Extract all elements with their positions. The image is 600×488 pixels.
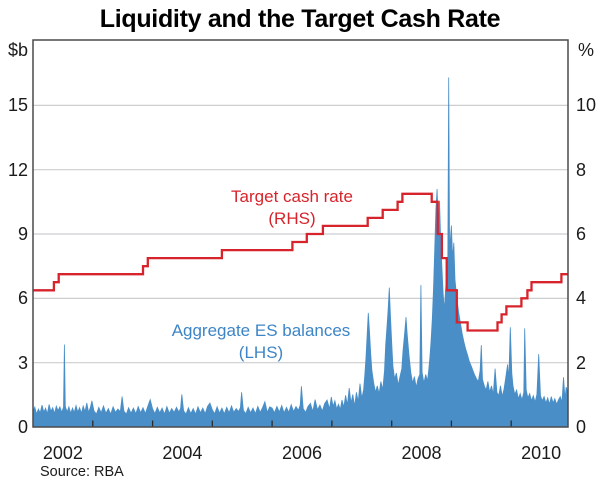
series-label-es-balances-line2: (LHS): [238, 343, 284, 362]
series-label-target-cash-rate-line2: (RHS): [268, 209, 316, 228]
cash-rate-line: [33, 192, 568, 332]
series-label-es-balances-line1: Aggregate ES balances: [171, 321, 351, 340]
x-axis-year-label: 2008: [401, 443, 442, 463]
series-label-target-cash-rate-line1: Target cash rate: [231, 187, 353, 206]
series-label-es-balances: Aggregate ES balances (LHS): [172, 320, 351, 364]
x-axis-year-label: 2010: [521, 443, 562, 463]
right-axis-tick-label: 10: [576, 95, 597, 115]
right-axis-tick-label: 6: [576, 224, 587, 244]
right-axis-unit: %: [578, 40, 595, 60]
plot-border: [32, 39, 569, 428]
left-axis-tick-label: 0: [17, 417, 28, 437]
series-label-target-cash-rate: Target cash rate (RHS): [231, 186, 353, 230]
right-axis-tick-label: 4: [576, 288, 587, 308]
right-axis-tick-label: 8: [576, 160, 587, 180]
x-axis-year-label: 2004: [162, 443, 203, 463]
x-axis-year-label: 2002: [42, 443, 83, 463]
left-axis-tick-label: 15: [7, 95, 28, 115]
x-axis-year-label: 2006: [281, 443, 323, 463]
left-axis-tick-label: 9: [17, 224, 28, 244]
chart-title: Liquidity and the Target Cash Rate: [99, 5, 501, 33]
es-balances-area: [32, 77, 569, 428]
left-axis-tick-label: 12: [7, 160, 28, 180]
right-axis-tick-label: 2: [576, 353, 587, 373]
source-note: Source: RBA: [40, 464, 124, 480]
left-axis-unit: $b: [8, 40, 29, 60]
left-axis-tick-label: 3: [17, 353, 28, 373]
left-axis-tick-label: 6: [17, 288, 28, 308]
right-axis-tick-label: 0: [576, 417, 587, 437]
